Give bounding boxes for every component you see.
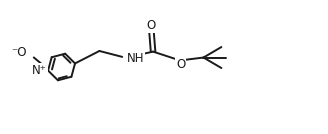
Text: N⁺: N⁺	[32, 64, 47, 77]
Text: O: O	[176, 58, 185, 71]
Text: NH: NH	[126, 52, 144, 65]
Text: O: O	[147, 19, 156, 32]
Text: ⁻O: ⁻O	[11, 46, 26, 59]
